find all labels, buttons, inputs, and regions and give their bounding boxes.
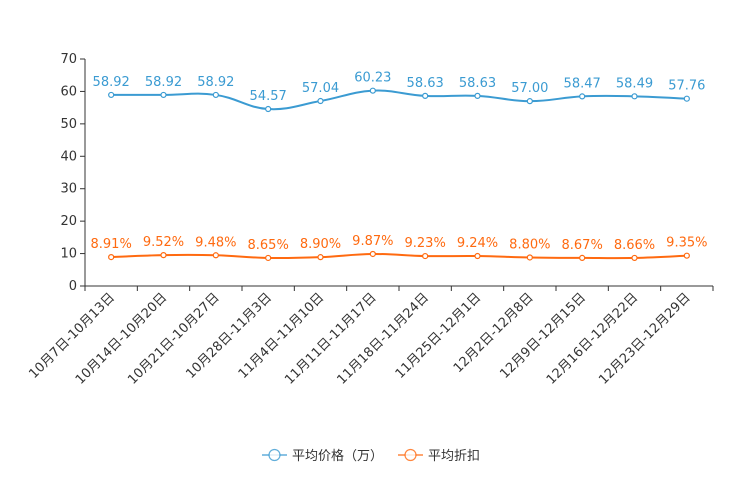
data-label: 58.92 bbox=[145, 75, 182, 90]
data-label: 57.04 bbox=[302, 81, 339, 96]
data-point bbox=[212, 252, 219, 259]
data-label: 8.66% bbox=[614, 238, 655, 253]
data-point bbox=[317, 254, 324, 261]
data-label: 8.90% bbox=[300, 237, 341, 252]
data-point bbox=[474, 92, 481, 99]
y-tick-label: 10 bbox=[60, 247, 77, 262]
data-point bbox=[683, 252, 690, 259]
data-label: 9.52% bbox=[143, 235, 184, 250]
x-tick-label: 10月14日-10月20日 bbox=[73, 290, 170, 387]
data-label: 58.92 bbox=[93, 75, 130, 90]
data-point bbox=[108, 91, 115, 99]
data-point bbox=[160, 252, 167, 259]
data-point bbox=[579, 254, 586, 261]
series-line-1 bbox=[111, 252, 687, 260]
data-label: 8.65% bbox=[248, 238, 289, 253]
legend-circle-icon bbox=[268, 448, 281, 462]
data-label: 8.91% bbox=[91, 237, 132, 252]
data-label: 58.63 bbox=[459, 76, 496, 91]
x-tick-label: 11月11日-11月17日 bbox=[282, 290, 379, 387]
data-point bbox=[265, 254, 272, 262]
data-point bbox=[160, 91, 167, 99]
data-point bbox=[683, 95, 690, 102]
data-point bbox=[474, 252, 481, 260]
data-point bbox=[212, 91, 219, 99]
data-label: 9.24% bbox=[457, 236, 498, 251]
y-tick-label: 50 bbox=[60, 117, 77, 132]
data-point bbox=[631, 93, 638, 100]
x-tick-label: 12月23日-12月29日 bbox=[596, 290, 693, 387]
data-label: 58.49 bbox=[616, 76, 653, 91]
data-point bbox=[631, 254, 638, 262]
data-point bbox=[108, 254, 115, 261]
data-label: 58.47 bbox=[564, 76, 601, 91]
y-tick-label: 70 bbox=[60, 52, 77, 67]
data-point bbox=[526, 254, 533, 261]
data-label: 58.63 bbox=[407, 76, 444, 91]
data-point bbox=[422, 252, 429, 260]
data-point bbox=[579, 93, 586, 100]
data-label: 57.00 bbox=[511, 81, 548, 96]
x-tick-label: 10月7日-10月13日 bbox=[26, 290, 118, 382]
data-label: 60.23 bbox=[354, 71, 391, 86]
y-tick-label: 20 bbox=[60, 214, 77, 229]
data-label: 9.48% bbox=[195, 235, 236, 250]
x-tick-label: 10月21日-10月27日 bbox=[125, 290, 222, 387]
data-point bbox=[422, 92, 429, 99]
data-point bbox=[526, 98, 533, 105]
y-tick-label: 0 bbox=[69, 279, 77, 294]
y-tick-label: 60 bbox=[60, 84, 77, 99]
x-tick-label: 12月16日-12月22日 bbox=[544, 290, 641, 387]
series-line-0 bbox=[111, 89, 687, 111]
data-point bbox=[265, 105, 272, 113]
data-label: 8.67% bbox=[562, 238, 603, 253]
data-label: 9.23% bbox=[405, 236, 446, 251]
y-tick-label: 30 bbox=[60, 182, 77, 197]
data-label: 8.80% bbox=[509, 237, 550, 252]
data-point bbox=[369, 250, 376, 258]
legend-label: 平均价格（万） bbox=[292, 448, 383, 464]
y-tick-label: 40 bbox=[60, 149, 77, 164]
data-label: 58.92 bbox=[197, 75, 234, 90]
data-label: 57.76 bbox=[668, 79, 705, 94]
legend-circle-icon bbox=[404, 448, 417, 462]
legend-label: 平均折扣 bbox=[428, 449, 480, 464]
x-tick-label: 11月18日-11月24日 bbox=[335, 290, 432, 387]
data-point bbox=[369, 87, 376, 94]
data-label: 9.35% bbox=[666, 236, 707, 251]
data-label: 54.57 bbox=[250, 89, 287, 104]
data-point bbox=[317, 97, 324, 105]
data-label: 9.87% bbox=[352, 234, 393, 249]
